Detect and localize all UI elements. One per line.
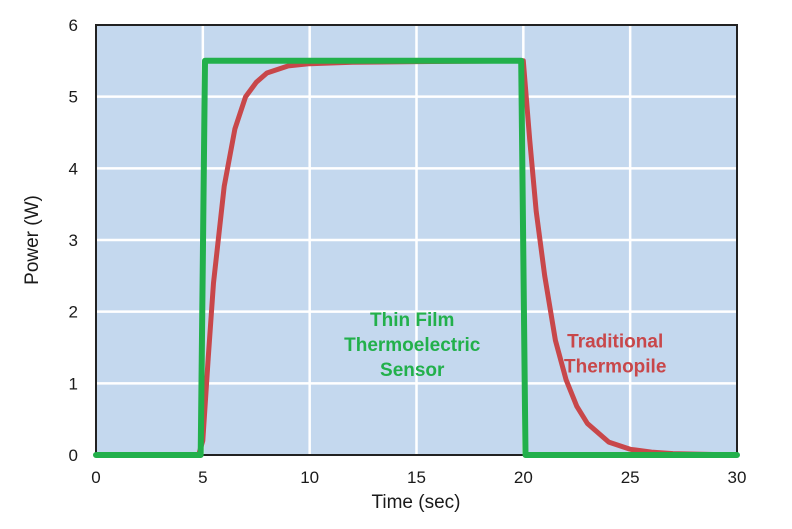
x-tick-label: 20 — [514, 468, 533, 487]
annotation-traditional-thermopile-line: Traditional — [567, 332, 663, 353]
y-tick-label: 6 — [69, 16, 78, 35]
y-axis-label: Power (W) — [22, 195, 43, 285]
annotation-traditional-thermopile-line: Thermopile — [564, 357, 666, 378]
x-tick-label: 10 — [300, 468, 319, 487]
x-tick-label: 15 — [407, 468, 426, 487]
y-tick-label: 1 — [69, 374, 78, 393]
annotation-thin-film-sensor-line: Sensor — [380, 360, 445, 381]
x-tick-label: 25 — [621, 468, 640, 487]
x-tick-label: 0 — [91, 468, 100, 487]
annotation-thin-film-sensor-line: Thermoelectric — [344, 335, 481, 356]
y-tick-label: 3 — [69, 231, 78, 250]
x-tick-labels: 0 5 10 15 20 25 30 — [91, 468, 746, 487]
x-axis-label: Time (sec) — [371, 492, 460, 513]
plot-frame — [95, 24, 738, 456]
y-tick-label: 4 — [69, 159, 78, 178]
y-tick-label: 5 — [69, 88, 78, 107]
series-layer — [93, 57, 740, 458]
y-tick-labels: 0 1 2 3 4 5 6 — [69, 16, 78, 465]
series-line-thin-film-sensor — [93, 57, 740, 458]
y-tick-label: 0 — [69, 446, 78, 465]
x-tick-label: 5 — [198, 468, 207, 487]
series-annotations: Thin Film Thermoelectric Sensor Traditional… — [344, 310, 666, 381]
y-tick-label: 2 — [69, 303, 78, 322]
annotation-thin-film-sensor-line: Thin Film — [370, 310, 454, 331]
x-tick-label: 30 — [728, 468, 747, 487]
